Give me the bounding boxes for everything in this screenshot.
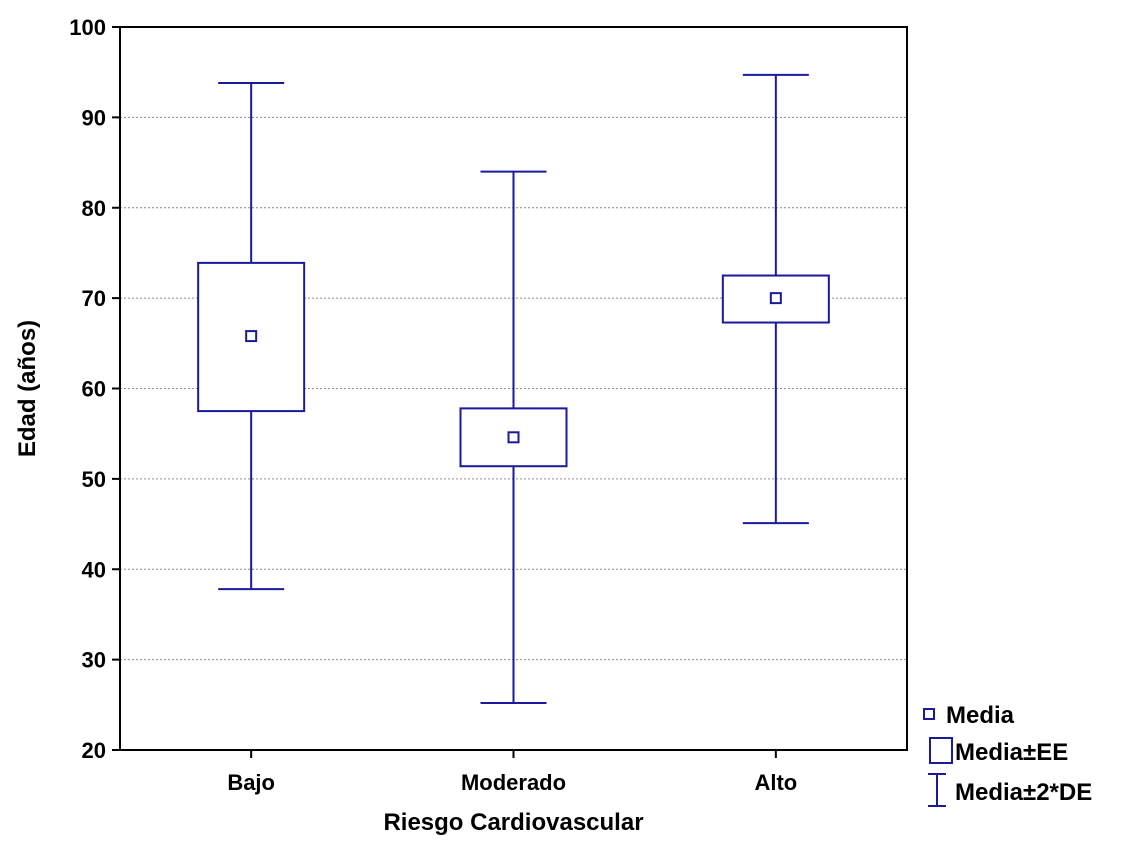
y-tick-label: 90 [82,105,106,130]
y-tick-label: 50 [82,467,106,492]
box-group-moderado [459,170,568,705]
legend-mean-icon [923,708,935,720]
legend-se-label: Media±EE [955,739,1068,766]
x-tick-label: Moderado [461,770,566,795]
y-axis-ticks: 20 30 40 50 60 70 80 90 100 [69,15,120,763]
y-tick-label: 100 [69,15,106,40]
legend-sd-icon [928,773,946,807]
x-axis-ticks: Bajo Moderado Alto [227,750,797,795]
legend: Media Media±EE Media±2*DE [923,702,1092,807]
mean-marker [507,431,520,444]
x-tick-label: Bajo [227,770,275,795]
y-tick-label: 40 [82,557,106,582]
x-tick-label: Alto [754,770,797,795]
mean-marker [769,292,782,305]
y-tick-label: 70 [82,286,106,311]
box-group-alto [721,73,830,525]
mean-marker [245,330,258,343]
y-tick-label: 20 [82,738,106,763]
legend-se-icon [929,737,953,764]
box-group-bajo [197,82,306,591]
y-tick-label: 80 [82,196,106,221]
y-axis-title: Edad (años) [14,320,41,457]
legend-mean-label: Media [946,702,1015,729]
legend-sd-label: Media±2*DE [955,779,1092,806]
y-tick-label: 30 [82,648,106,673]
boxes [197,73,830,705]
x-axis-title: Riesgo Cardiovascular [383,809,643,836]
y-tick-label: 60 [82,377,106,402]
